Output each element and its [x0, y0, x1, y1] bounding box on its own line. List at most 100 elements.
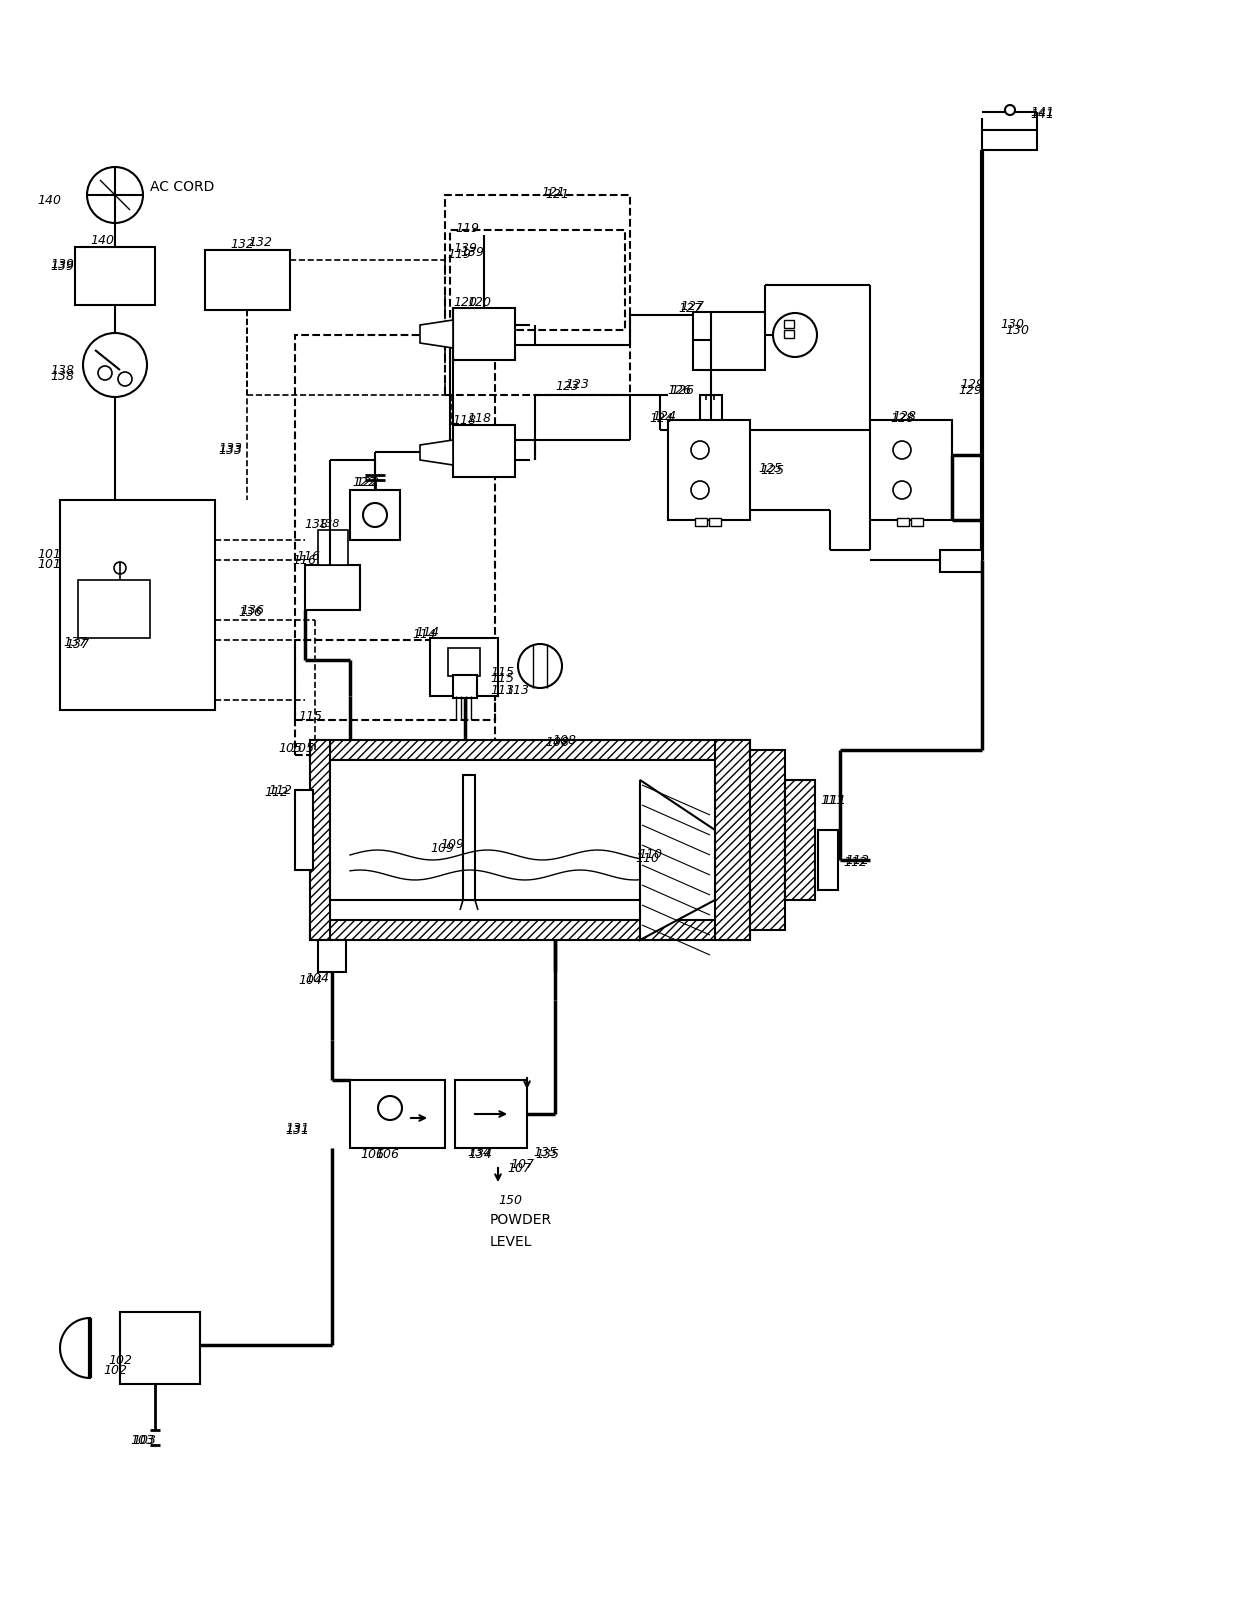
Bar — [453, 309, 515, 360]
Circle shape — [98, 366, 112, 379]
Bar — [295, 334, 495, 755]
Text: 114: 114 — [415, 625, 439, 638]
Text: 105: 105 — [290, 741, 314, 755]
Bar — [785, 779, 815, 900]
Text: 120: 120 — [467, 296, 491, 309]
Text: 119: 119 — [455, 222, 479, 235]
Text: 111: 111 — [822, 794, 846, 807]
Text: 139: 139 — [50, 260, 74, 273]
Bar — [310, 919, 750, 940]
Text: 110: 110 — [635, 852, 658, 865]
Text: 136: 136 — [238, 606, 262, 619]
Bar — [317, 530, 348, 566]
Text: 126: 126 — [667, 384, 691, 397]
Bar — [350, 1080, 445, 1147]
Bar — [455, 1080, 527, 1147]
Bar — [310, 739, 750, 760]
Text: 109: 109 — [430, 842, 454, 855]
Text: 131: 131 — [285, 1122, 309, 1135]
Text: LEVEL: LEVEL — [490, 1236, 532, 1249]
Text: 124: 124 — [652, 410, 676, 423]
Bar — [453, 424, 515, 477]
Text: 103: 103 — [131, 1433, 156, 1446]
Circle shape — [114, 562, 126, 574]
Text: 115: 115 — [490, 665, 515, 678]
Text: 104: 104 — [305, 972, 329, 985]
Circle shape — [893, 440, 911, 460]
Text: 118: 118 — [467, 411, 491, 424]
Text: 108: 108 — [552, 733, 577, 747]
Text: 140: 140 — [37, 193, 61, 207]
Text: 114: 114 — [412, 628, 436, 641]
Text: 103: 103 — [130, 1433, 154, 1446]
Text: 128: 128 — [890, 411, 914, 424]
Bar — [709, 517, 720, 525]
Text: 134: 134 — [467, 1146, 491, 1160]
Text: 125: 125 — [758, 461, 782, 474]
Text: 106: 106 — [360, 1149, 384, 1162]
Circle shape — [118, 371, 131, 386]
Text: 150: 150 — [498, 1194, 522, 1207]
Text: 110: 110 — [639, 848, 662, 861]
Bar — [74, 247, 155, 305]
Text: 102: 102 — [103, 1363, 126, 1377]
Text: 132: 132 — [248, 236, 272, 249]
Circle shape — [378, 1096, 402, 1120]
Bar — [310, 739, 330, 940]
Text: 135: 135 — [533, 1146, 557, 1159]
Bar — [784, 320, 794, 328]
Bar — [295, 791, 312, 869]
Text: 124: 124 — [649, 411, 673, 424]
Text: 113: 113 — [505, 683, 529, 696]
Bar — [205, 251, 290, 310]
Text: 112: 112 — [264, 786, 288, 799]
Bar — [897, 517, 909, 525]
Text: 112: 112 — [843, 855, 867, 868]
Text: 111: 111 — [820, 794, 844, 807]
Text: 112: 112 — [844, 853, 869, 866]
Bar — [60, 500, 215, 710]
Text: 115: 115 — [298, 710, 322, 723]
Bar — [911, 517, 923, 525]
Text: 130: 130 — [999, 318, 1024, 331]
Text: 112: 112 — [268, 784, 291, 797]
Polygon shape — [420, 320, 453, 349]
Circle shape — [83, 333, 148, 397]
Text: 122: 122 — [352, 477, 376, 490]
Text: 127: 127 — [678, 302, 702, 315]
Text: 139: 139 — [460, 246, 484, 259]
Text: 133: 133 — [218, 442, 242, 455]
Text: 133: 133 — [218, 444, 242, 456]
Text: 137: 137 — [64, 638, 89, 651]
Polygon shape — [420, 440, 453, 464]
Polygon shape — [640, 779, 715, 940]
Bar — [694, 517, 707, 525]
Text: 107: 107 — [510, 1159, 534, 1172]
Text: 128: 128 — [892, 410, 916, 423]
Circle shape — [691, 480, 709, 500]
Bar — [701, 395, 722, 423]
Text: 107: 107 — [507, 1162, 531, 1175]
Text: 130: 130 — [1004, 323, 1029, 336]
Text: 126: 126 — [670, 384, 694, 397]
Text: 138: 138 — [50, 371, 74, 384]
Bar — [445, 194, 630, 395]
Text: 127: 127 — [680, 301, 704, 313]
Text: 122: 122 — [355, 476, 379, 489]
Text: 123: 123 — [565, 379, 589, 392]
Text: 109: 109 — [440, 839, 464, 852]
Bar — [715, 739, 750, 940]
Text: 141: 141 — [1030, 106, 1054, 119]
Text: 137: 137 — [63, 636, 87, 649]
Bar — [463, 775, 475, 900]
Circle shape — [1004, 104, 1016, 116]
Text: 138: 138 — [304, 517, 329, 530]
Text: 118: 118 — [453, 413, 476, 426]
Text: 121: 121 — [541, 186, 565, 199]
Text: 129: 129 — [960, 379, 985, 392]
Circle shape — [518, 644, 562, 688]
Text: 140: 140 — [91, 233, 114, 246]
Text: AC CORD: AC CORD — [150, 180, 215, 194]
Bar — [668, 419, 750, 521]
Text: 119: 119 — [446, 247, 471, 260]
